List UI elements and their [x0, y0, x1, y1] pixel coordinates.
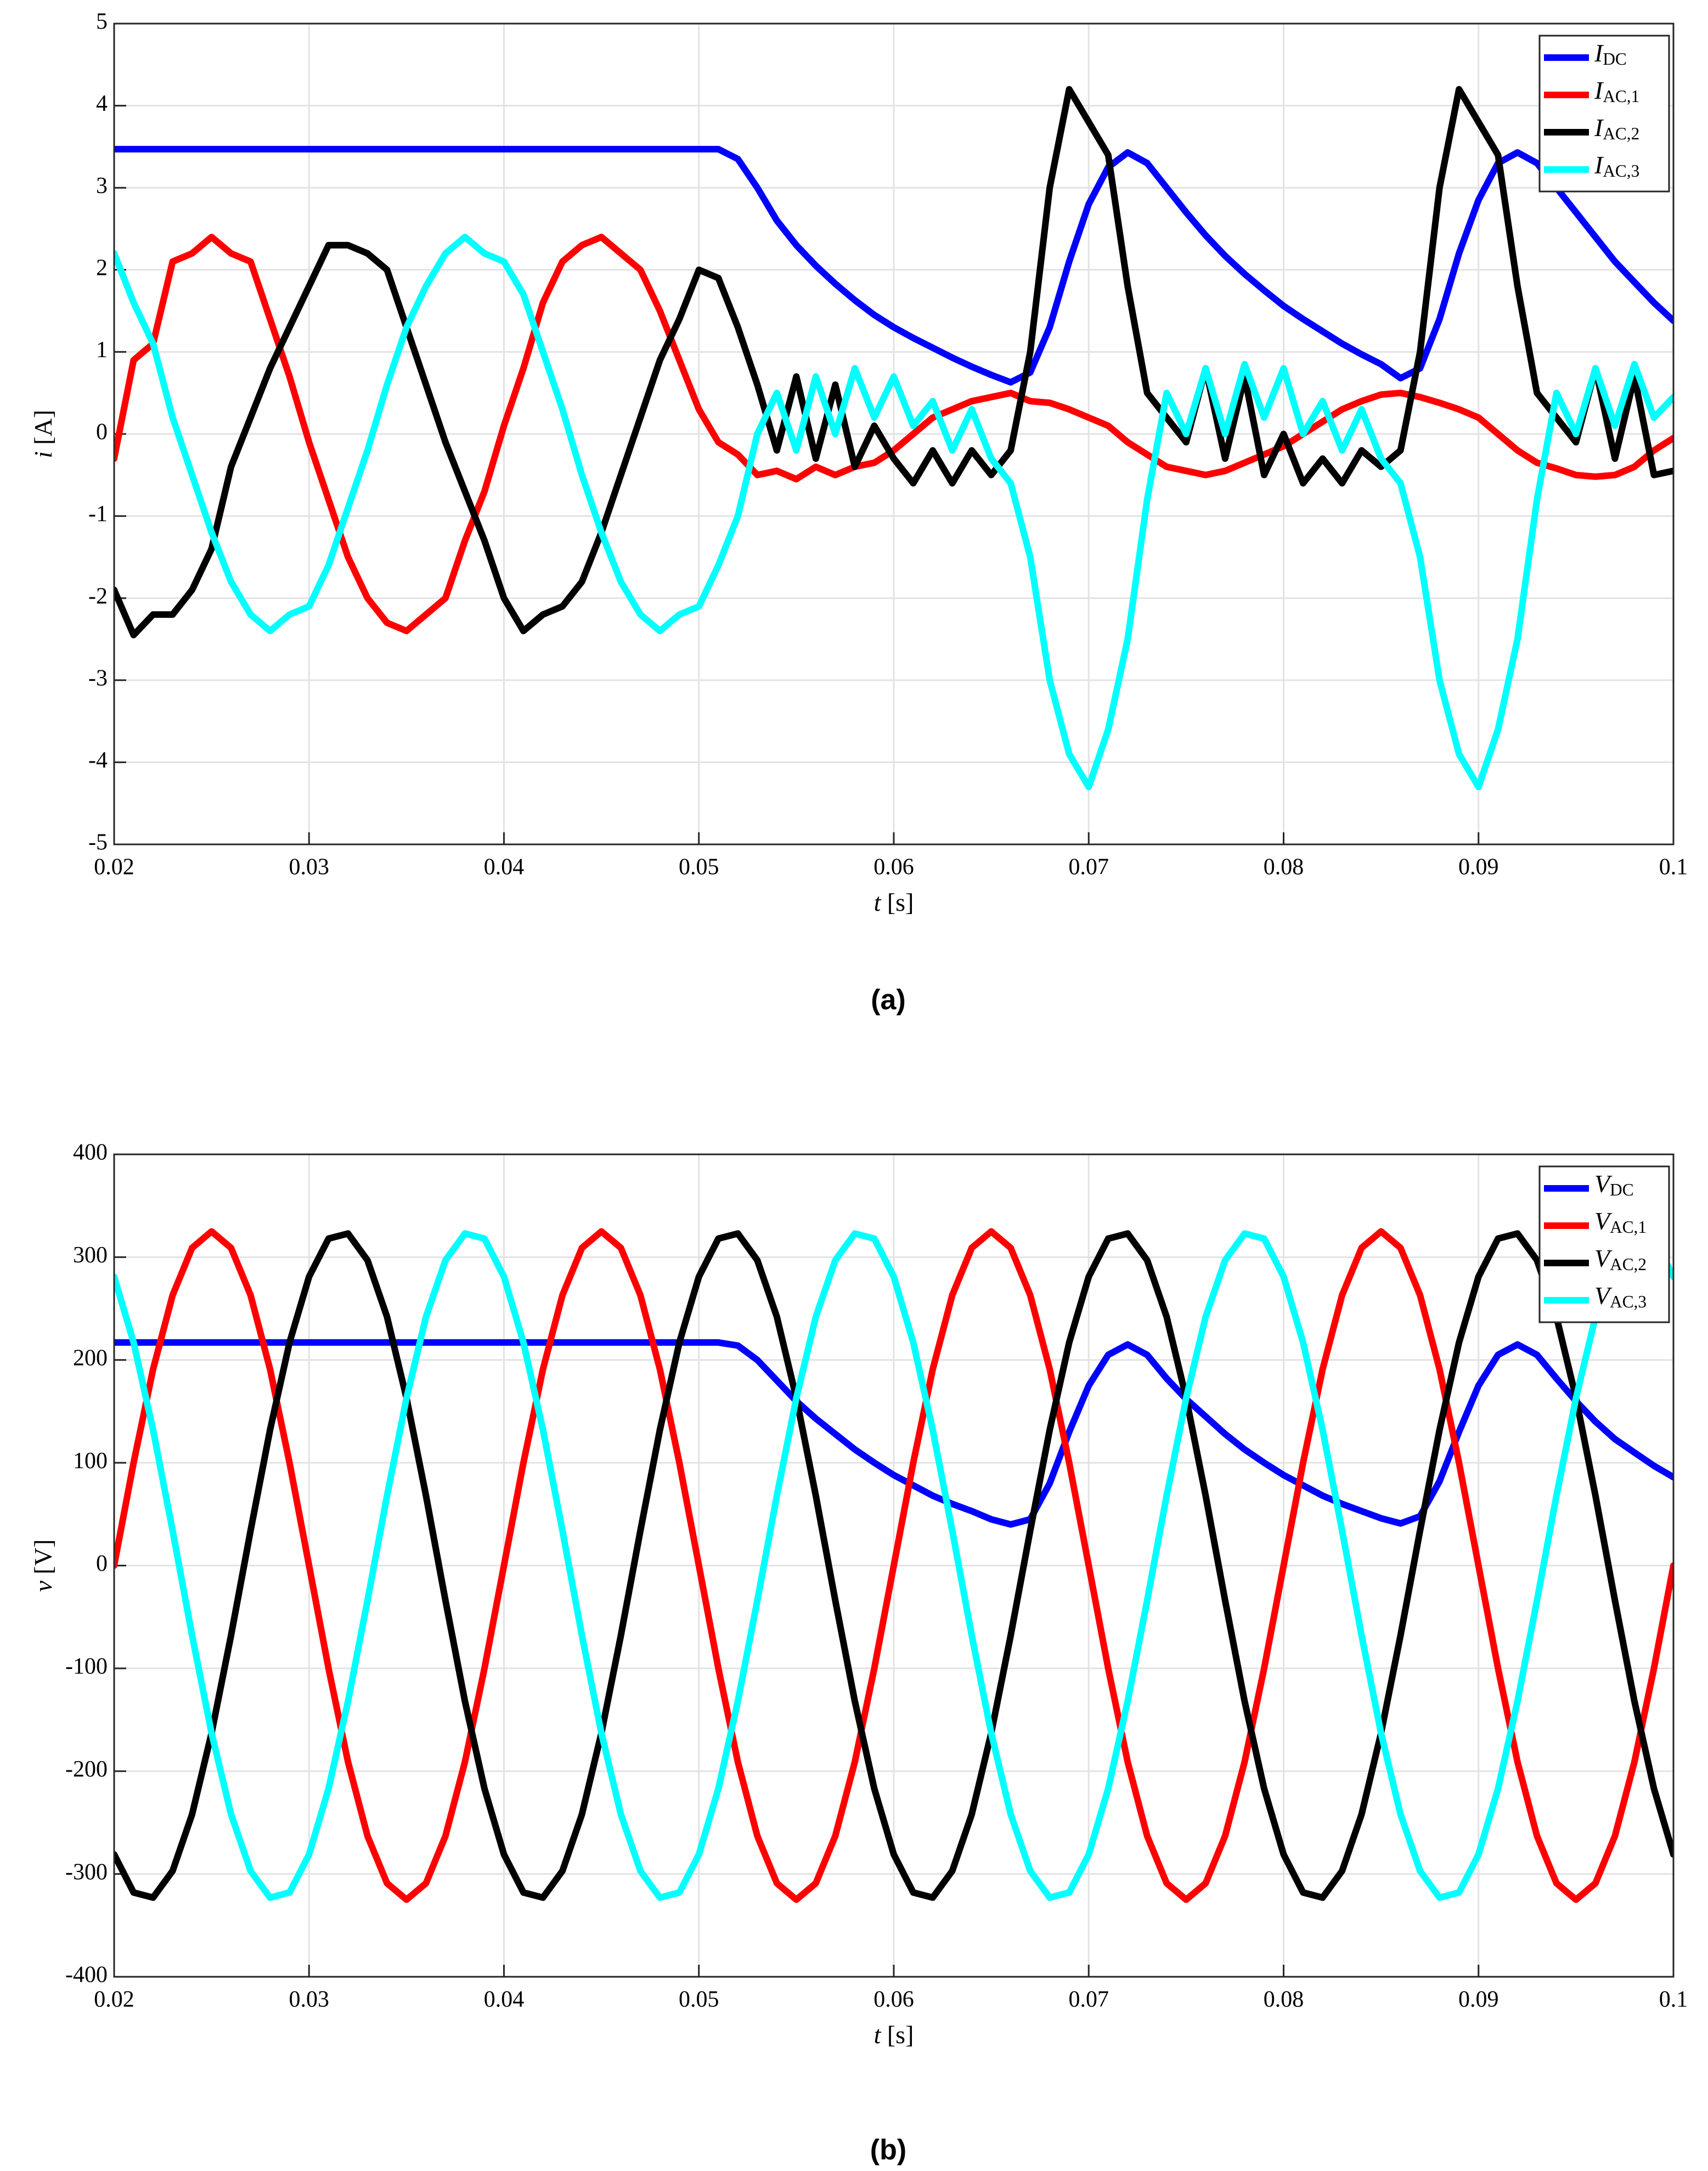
y-tick-label: -200 [65, 1757, 108, 1782]
x-tick-label: 0.05 [679, 1987, 719, 2012]
y-tick-label: -400 [65, 1963, 108, 1988]
y-axis-label: v [V] [29, 1540, 57, 1592]
x-tick-label: 0.06 [873, 1987, 914, 2012]
y-tick-label: 400 [73, 1140, 108, 1165]
x-tick-label: 0.03 [289, 1987, 330, 2012]
legend-label: IAC,2 [1594, 114, 1639, 144]
y-tick-label: -300 [65, 1859, 108, 1885]
axes-box [113, 22, 1675, 845]
legend-label: VDC [1594, 1170, 1634, 1200]
y-tick-label: 0 [96, 420, 108, 445]
series-line [114, 234, 1673, 791]
x-tick-label: 0.1 [1659, 1987, 1688, 2012]
x-axis-label: t [s] [874, 2021, 914, 2049]
x-tick-label: 0.04 [484, 855, 525, 880]
y-tick-label: 5 [96, 9, 108, 35]
y-tick-label: -4 [88, 748, 108, 773]
y-tick-label: 100 [73, 1448, 108, 1474]
x-tick-label: 0.1 [1659, 855, 1688, 880]
series-line [114, 86, 1673, 639]
y-tick-label: 1 [96, 337, 108, 363]
subplot-caption: (b) [870, 2134, 906, 2166]
legend-label: VAC,2 [1594, 1244, 1647, 1275]
y-tick-label: 3 [96, 173, 108, 199]
x-tick-label: 0.02 [94, 855, 134, 880]
x-tick-label: 0.07 [1069, 1987, 1109, 2012]
x-tick-label: 0.04 [484, 1987, 525, 2012]
x-tick-label: 0.06 [873, 855, 914, 880]
legend-box [1538, 1165, 1670, 1323]
legend-label: IDC [1594, 39, 1627, 69]
y-axis-label: i [A] [29, 410, 57, 458]
y-tick-label: -3 [88, 666, 108, 691]
y-tick-label: -100 [65, 1654, 108, 1679]
y-tick-label: 4 [96, 91, 108, 116]
legend-label: VAC,3 [1594, 1282, 1647, 1312]
y-tick-label: -2 [88, 584, 108, 609]
x-tick-label: 0.02 [94, 1987, 134, 2012]
series-line [114, 1339, 1673, 1528]
x-tick-label: 0.09 [1458, 855, 1499, 880]
y-tick-label: 300 [73, 1243, 108, 1268]
x-tick-label: 0.09 [1458, 1987, 1499, 2012]
series-group [114, 1228, 1673, 1903]
y-tick-label: 200 [73, 1345, 108, 1371]
x-axis-label: t [s] [874, 888, 914, 916]
axes-box [113, 1153, 1675, 1978]
x-tick-label: 0.08 [1264, 855, 1304, 880]
subplot-caption: (a) [871, 984, 906, 1016]
legend-label: VAC,1 [1594, 1207, 1647, 1237]
series-line [114, 1230, 1673, 1901]
legend-label: IAC,3 [1594, 151, 1639, 181]
legend-box [1538, 35, 1670, 193]
y-tick-label: -1 [88, 501, 108, 527]
series-group [114, 86, 1673, 791]
x-tick-label: 0.05 [679, 855, 719, 880]
series-line [114, 1228, 1673, 1903]
legend-label: IAC,1 [1594, 76, 1639, 106]
x-tick-label: 0.07 [1069, 855, 1109, 880]
x-tick-label: 0.08 [1264, 1987, 1304, 2012]
y-tick-label: -5 [88, 830, 108, 855]
y-tick-label: 2 [96, 255, 108, 280]
x-tick-label: 0.03 [289, 855, 330, 880]
y-tick-label: 0 [96, 1551, 108, 1576]
series-line [114, 1230, 1673, 1901]
